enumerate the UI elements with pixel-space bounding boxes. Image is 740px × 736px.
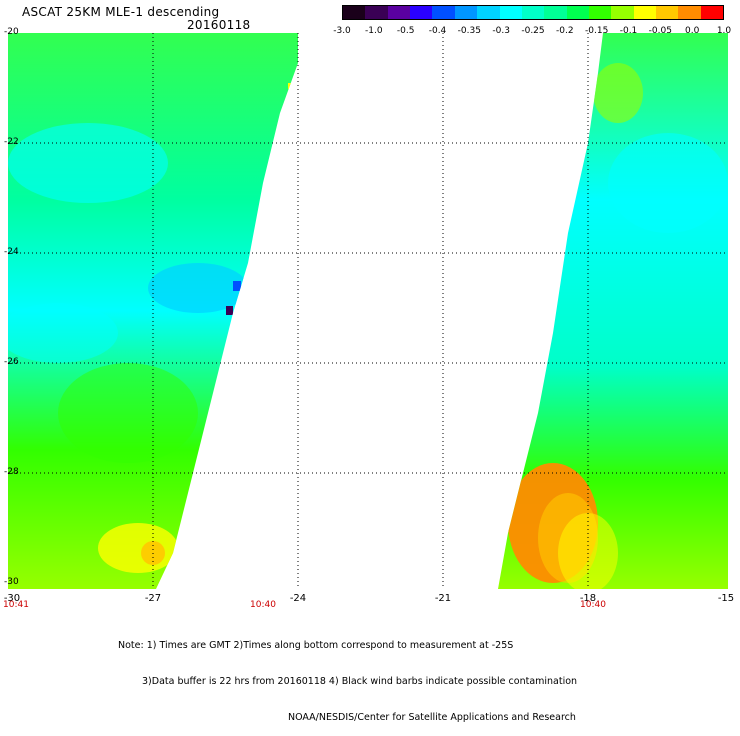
colorbar-tick-label: -3.0 — [333, 26, 351, 36]
colorbar-tick-label: -0.4 — [428, 26, 447, 36]
time-label: 10:40 — [580, 600, 606, 610]
colorbar-swatch — [343, 6, 366, 19]
lon-label: -15 — [717, 593, 735, 604]
colorbar-swatch — [588, 6, 612, 19]
colorbar-tick-labels: -3.0 -1.0 -0.5 -0.4 -0.35 -0.3 -0.25 -0.2 -0.15-… — [330, 26, 735, 38]
lat-label: -30 — [4, 577, 19, 587]
colorbar-tick-label: 1.0 — [716, 26, 732, 36]
colorbar-swatch — [432, 6, 455, 19]
map-title: ASCAT 25KM MLE-1 descending — [22, 5, 220, 19]
colorbar-tick-label: -0.1 — [619, 26, 638, 36]
colorbar-swatch — [410, 6, 433, 19]
lat-label: -20 — [4, 27, 19, 37]
colorbar-swatch — [700, 6, 724, 19]
grid-lines — [8, 33, 728, 589]
lon-label: -30 — [3, 593, 21, 604]
map-date: 20160118 — [187, 18, 251, 32]
lon-label: -27 — [144, 593, 162, 604]
wind-swath-map — [8, 33, 728, 589]
lat-label: -28 — [4, 467, 19, 477]
colorbar-swatch — [387, 6, 411, 19]
footnote: Note: 1) Times are GMT 2)Times along bot… — [118, 616, 577, 736]
footnote-line: Note: 1) Times are GMT 2)Times along bot… — [118, 640, 514, 651]
colorbar-tick-label: 0.0 — [684, 26, 700, 36]
colorbar-swatch — [499, 6, 522, 19]
colorbar-swatch — [611, 6, 634, 19]
footnote-line: 3)Data buffer is 22 hrs from 20160118 4)… — [142, 676, 578, 687]
lon-label: -21 — [434, 593, 452, 604]
lon-label: -24 — [289, 593, 307, 604]
colorbar-tick-label: -0.25 — [521, 26, 545, 36]
lat-label: -26 — [4, 357, 19, 367]
colorbar-swatch — [544, 6, 567, 19]
colorbar-tick-label: -0.35 — [457, 26, 481, 36]
colorbar-tick-label: -0.3 — [492, 26, 510, 36]
lat-label: -24 — [4, 247, 19, 257]
colorbar-swatch — [365, 6, 388, 19]
lat-label: -22 — [4, 137, 19, 147]
colorbar-swatch — [477, 6, 500, 19]
colorbar-swatch — [633, 6, 657, 19]
colorbar-tick-label: -0.5 — [396, 26, 415, 36]
colorbar-swatch — [678, 6, 701, 19]
time-label: 10:41 — [3, 600, 29, 610]
colorbar-tick-label: -0.05 — [648, 26, 672, 36]
footnote-line: NOAA/NESDIS/Center for Satellite Applica… — [288, 712, 576, 723]
colorbar-swatch — [521, 6, 545, 19]
lon-label: -18 — [579, 593, 597, 604]
colorbar-tick-label: -0.15 — [585, 26, 609, 36]
left-swath — [8, 33, 298, 589]
colorbar-swatch — [656, 6, 679, 19]
time-label: 10:40 — [250, 600, 276, 610]
colorbar-swatch — [454, 6, 478, 19]
colorbar-swatch — [566, 6, 589, 19]
colorbar — [342, 5, 724, 20]
colorbar-tick-label: -0.2 — [556, 26, 574, 36]
right-swath — [498, 33, 728, 589]
colorbar-tick-label: -1.0 — [365, 26, 383, 36]
